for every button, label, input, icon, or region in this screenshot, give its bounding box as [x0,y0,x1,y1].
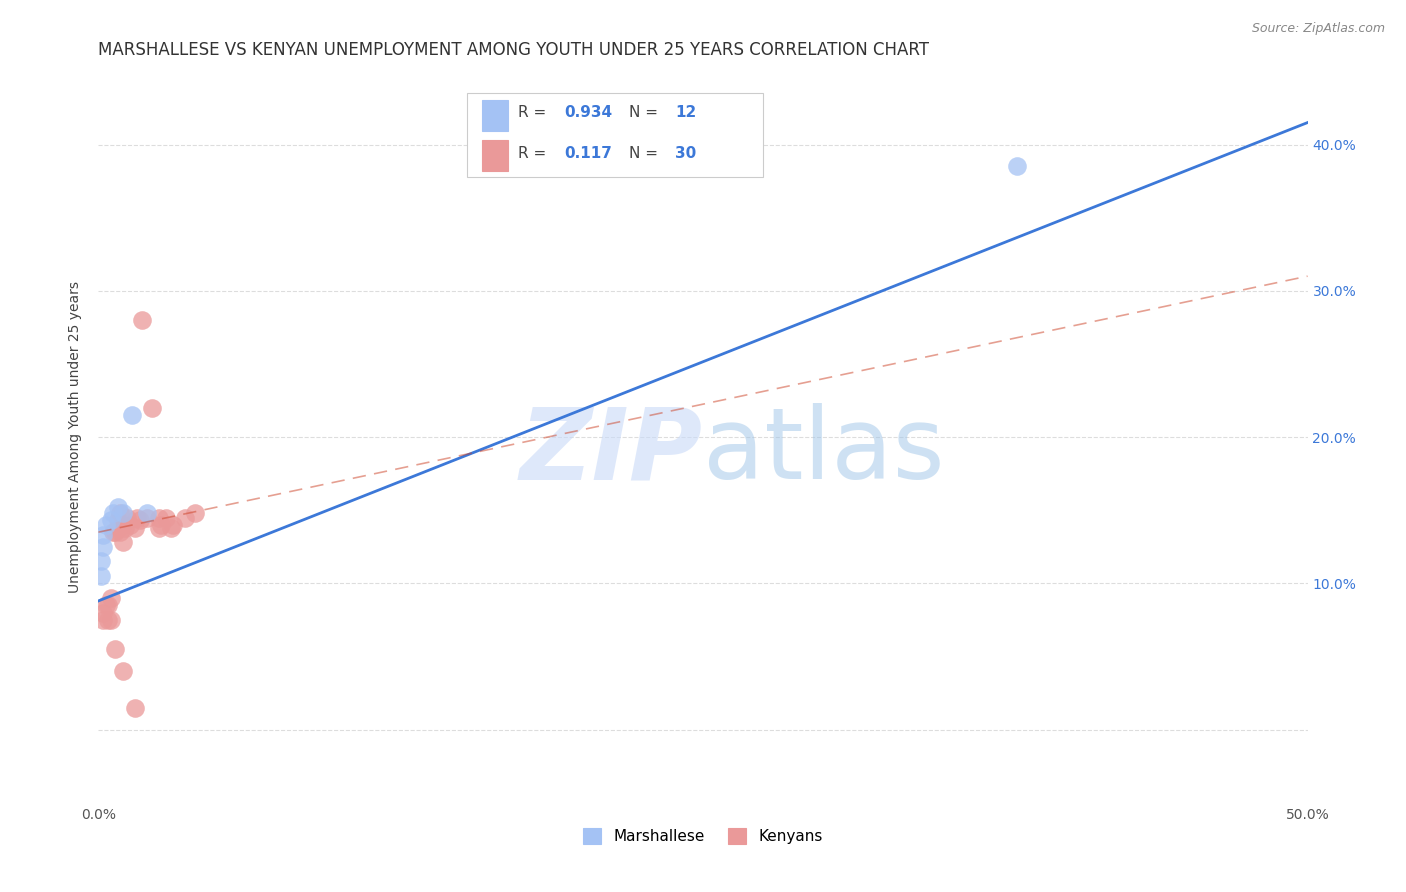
FancyBboxPatch shape [482,140,509,170]
Point [111,506,134,520]
Text: N =: N = [630,145,664,161]
Point [100,591,122,605]
Point [100,613,122,627]
Text: N =: N = [630,105,664,120]
Point [117,510,139,524]
Point [121,408,143,422]
Point [160,521,183,535]
Point [111,517,134,532]
Text: 0.117: 0.117 [564,145,612,161]
Point [128,513,150,527]
Point [124,700,146,714]
Point [124,521,146,535]
Point [107,500,129,515]
Point [91,613,114,627]
Point [94,599,117,613]
Text: R =: R = [517,105,551,120]
Point [118,517,141,532]
Point [148,521,170,535]
Point [135,510,157,524]
Point [131,313,153,327]
Point [107,513,129,527]
Point [184,506,207,520]
Text: MARSHALLESE VS KENYAN UNEMPLOYMENT AMONG YOUTH UNDER 25 YEARS CORRELATION CHART: MARSHALLESE VS KENYAN UNEMPLOYMENT AMONG… [98,41,929,59]
Point [148,510,170,524]
Point [91,606,114,620]
Point [108,525,131,540]
Point [90,554,112,568]
Point [104,642,127,657]
Point [90,569,112,583]
Point [150,517,173,532]
Point [135,506,157,520]
Text: 0.934: 0.934 [564,105,612,120]
Point [91,540,114,554]
Point [104,525,127,540]
Point [101,525,124,540]
Point [97,613,120,627]
Y-axis label: Unemployment Among Youth under 25 years: Unemployment Among Youth under 25 years [69,281,83,593]
Point [111,664,134,678]
Text: 12: 12 [675,105,696,120]
Point [114,521,136,535]
Point [1007,160,1029,174]
Text: Source: ZipAtlas.com: Source: ZipAtlas.com [1251,22,1385,36]
Point [111,535,134,549]
Legend: Marshallese, Kenyans: Marshallese, Kenyans [576,822,830,850]
Point [162,517,184,532]
Point [101,506,124,520]
Text: ZIP: ZIP [520,403,703,500]
Text: 30: 30 [675,145,696,161]
Point [97,599,120,613]
FancyBboxPatch shape [482,101,509,131]
FancyBboxPatch shape [467,94,763,178]
Text: atlas: atlas [703,403,945,500]
Point [91,528,114,542]
Point [127,510,149,524]
Point [107,521,129,535]
Text: R =: R = [517,145,561,161]
Point [94,517,117,532]
Point [141,401,163,415]
Point [108,506,131,520]
Point [100,513,122,527]
Point [174,510,197,524]
Point [155,510,177,524]
